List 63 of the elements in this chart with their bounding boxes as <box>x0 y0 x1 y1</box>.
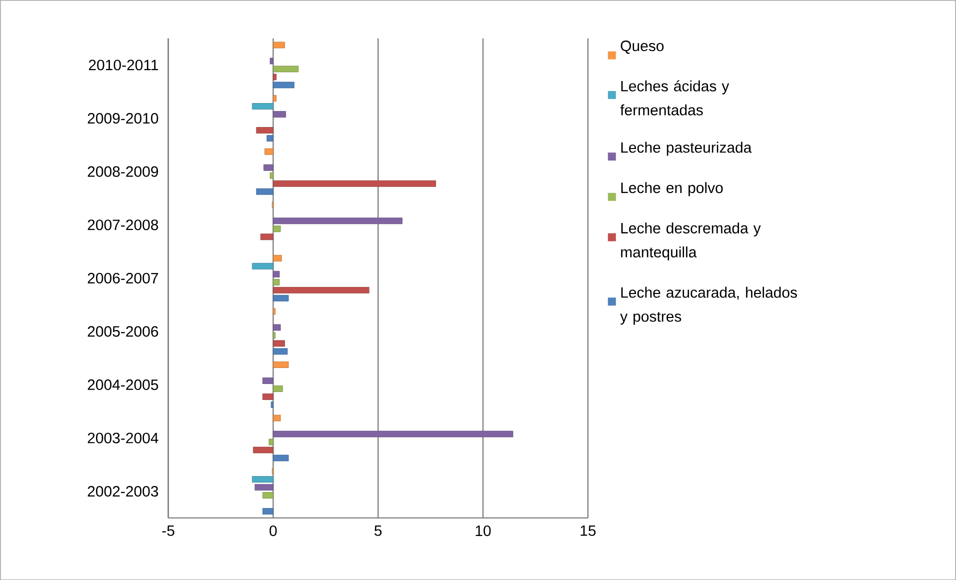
bar <box>272 332 276 338</box>
bar <box>272 414 281 422</box>
bar <box>252 102 274 110</box>
bar <box>272 66 299 72</box>
bar <box>272 226 281 232</box>
bar <box>272 385 283 392</box>
y-tick-label: 2002-2003 <box>88 486 158 496</box>
legend-label: Leche en polvo <box>621 182 723 196</box>
bar <box>253 446 274 454</box>
bar <box>264 148 274 155</box>
bar <box>272 308 276 315</box>
bar <box>272 340 285 346</box>
bar <box>252 476 274 482</box>
x-tick-label: 5 <box>374 525 382 536</box>
y-tick-label: 2003-2004 <box>88 432 158 444</box>
bar <box>272 110 286 118</box>
bar <box>268 438 274 446</box>
bar <box>262 377 274 384</box>
bar <box>272 42 285 48</box>
bar <box>272 270 280 278</box>
x-tick-label: -5 <box>162 525 174 536</box>
legend-label: Queso <box>620 40 664 54</box>
bar <box>272 254 282 262</box>
x-tick-label: 10 <box>476 525 491 536</box>
bar <box>264 164 274 171</box>
bar <box>262 393 274 400</box>
bar <box>262 492 274 498</box>
bar <box>256 126 274 134</box>
bar <box>272 430 514 438</box>
y-tick-label: 2004-2005 <box>88 379 158 390</box>
bar <box>270 58 274 64</box>
y-tick-label: 2009-2010 <box>88 112 158 124</box>
bar <box>272 361 289 368</box>
legend-label: Leche pasteurizada <box>621 142 752 156</box>
bar <box>272 82 294 88</box>
legend-label: Leche azucarada, helados y postres <box>620 286 797 325</box>
bar <box>270 401 274 408</box>
bar <box>266 134 274 142</box>
bar <box>272 278 280 286</box>
bar <box>256 188 274 195</box>
bar <box>270 172 274 179</box>
bar <box>272 348 288 354</box>
legend-label: Leches ácidas y fermentadas <box>620 80 730 116</box>
bar <box>272 180 436 187</box>
bar <box>272 94 277 102</box>
bar <box>272 218 402 224</box>
y-tick-label: 2006-2007 <box>88 272 158 284</box>
bar <box>252 262 274 270</box>
bar <box>260 234 274 240</box>
legend-label: Leche descremada y mantequilla <box>621 222 761 260</box>
y-tick-label: 2008-2009 <box>88 166 158 177</box>
bar <box>254 484 274 490</box>
x-tick-label: 0 <box>270 525 277 536</box>
x-tick-label: 15 <box>580 525 596 536</box>
bar <box>262 508 274 514</box>
bar <box>272 454 289 462</box>
bar <box>272 294 289 302</box>
bar <box>272 74 277 80</box>
bar <box>272 324 281 331</box>
y-tick-label: 2007-2008 <box>88 219 158 230</box>
y-tick-label: 2005-2006 <box>88 326 158 337</box>
bar <box>272 286 370 294</box>
y-tick-label: 2010-2011 <box>88 60 158 70</box>
